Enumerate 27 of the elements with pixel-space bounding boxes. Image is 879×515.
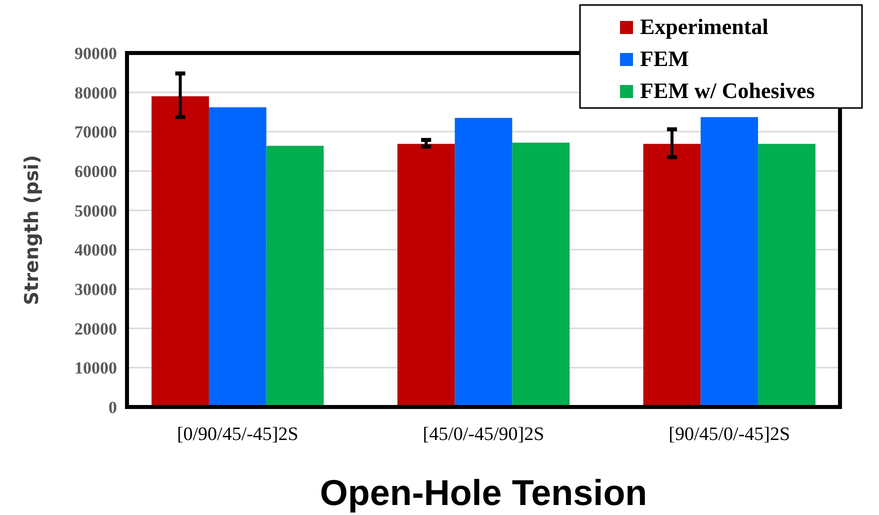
y-tick-label: 0 (108, 398, 117, 417)
y-tick-label: 70000 (74, 122, 117, 142)
bar (512, 142, 570, 407)
x-axis-title: Open-Hole Tension (320, 472, 648, 513)
y-tick-label: 90000 (74, 44, 117, 63)
bar (643, 144, 701, 407)
y-tick-label: 50000 (74, 201, 117, 220)
y-tick-label: 20000 (74, 319, 117, 338)
bar (266, 146, 324, 407)
bar (700, 117, 758, 407)
legend-label: Experimental (640, 14, 768, 39)
y-tick-label: 40000 (74, 240, 117, 260)
bar (454, 118, 512, 407)
y-axis-title: Strength (psi) (21, 154, 43, 306)
legend-label: FEM w/ Cohesives (640, 78, 816, 103)
y-tick-label: 80000 (74, 83, 117, 102)
bar (208, 107, 266, 407)
bar (152, 96, 209, 407)
legend-label: FEM (640, 46, 690, 71)
y-tick-label: 60000 (74, 162, 117, 181)
bar (758, 144, 816, 407)
y-tick-label: 10000 (74, 358, 117, 378)
x-tick-label: [90/45/0/-45]2S (668, 424, 790, 445)
x-tick-label: [0/90/45/-45]2S (176, 424, 298, 445)
y-tick-label: 30000 (74, 280, 117, 299)
bar (397, 144, 455, 407)
x-tick-label: [45/0/-45/90]2S (422, 424, 544, 445)
